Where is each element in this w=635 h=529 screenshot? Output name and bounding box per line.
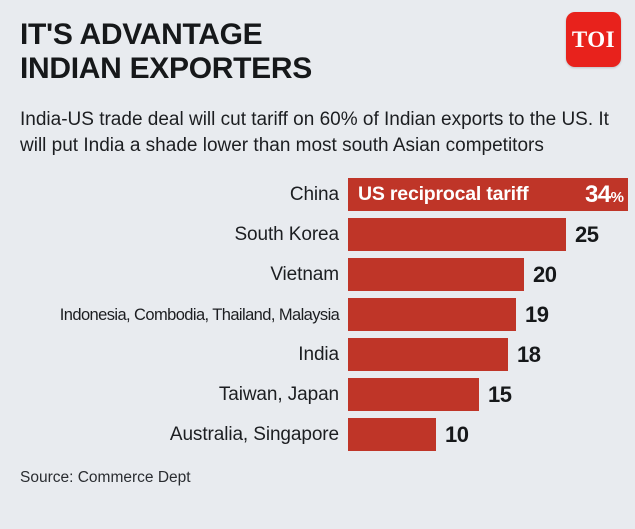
category-label: Vietnam bbox=[270, 263, 339, 285]
category-label: Taiwan, Japan bbox=[218, 383, 339, 405]
bar-value: 34% bbox=[585, 181, 624, 209]
bar bbox=[348, 418, 436, 451]
bar bbox=[348, 258, 524, 291]
chart-row: South Korea 25 bbox=[0, 218, 635, 251]
bar: US reciprocal tariff 34% bbox=[348, 178, 628, 211]
category-label: China bbox=[289, 183, 339, 205]
series-label: US reciprocal tariff bbox=[358, 183, 529, 205]
bar-area: 15 bbox=[348, 378, 635, 411]
bar-value-unit: % bbox=[610, 188, 624, 206]
chart-row: Australia, Singapore 10 bbox=[0, 418, 635, 451]
bar bbox=[348, 378, 479, 411]
bar-area: 20 bbox=[348, 258, 635, 291]
subtitle: India-US trade deal will cut tariff on 6… bbox=[20, 109, 609, 156]
chart-row: India 18 bbox=[0, 338, 635, 371]
bar bbox=[348, 218, 566, 251]
chart-row: Vietnam 20 bbox=[0, 258, 635, 291]
category-label: South Korea bbox=[234, 223, 339, 245]
category-label: Australia, Singapore bbox=[169, 423, 339, 445]
bar-area: US reciprocal tariff 34% bbox=[348, 178, 635, 211]
toi-logo-text: TOI bbox=[571, 27, 616, 52]
bar-value: 18 bbox=[517, 341, 541, 367]
bar-area: 10 bbox=[348, 418, 635, 451]
bar-value: 10 bbox=[445, 421, 469, 447]
bar-area: 19 bbox=[348, 298, 635, 331]
chart-row: Taiwan, Japan 15 bbox=[0, 378, 635, 411]
bar-area: 18 bbox=[348, 338, 635, 371]
category-label: Indonesia, Combodia, Thailand, Malaysia bbox=[59, 304, 340, 324]
page-title: IT'S ADVANTAGE INDIAN EXPORTERS bbox=[20, 18, 450, 86]
chart-row: Indonesia, Combodia, Thailand, Malaysia … bbox=[0, 298, 635, 331]
bar-value: 19 bbox=[525, 301, 549, 327]
page-title-line-1: IT'S ADVANTAGE bbox=[20, 18, 263, 51]
bar-value: 25 bbox=[575, 221, 599, 247]
toi-logo: TOI bbox=[566, 12, 621, 67]
category-label: India bbox=[298, 343, 339, 365]
bar-area: 25 bbox=[348, 218, 635, 251]
bar-value: 15 bbox=[488, 381, 512, 407]
bar-value: 20 bbox=[533, 261, 557, 287]
source-note: Source: Commerce Dept bbox=[20, 469, 191, 486]
bar bbox=[348, 338, 508, 371]
bar-chart: China US reciprocal tariff 34% South Kor… bbox=[0, 178, 635, 451]
header: IT'S ADVANTAGE INDIAN EXPORTERS TOI bbox=[0, 0, 635, 86]
bar bbox=[348, 298, 516, 331]
chart-row: China US reciprocal tariff 34% bbox=[0, 178, 635, 211]
page-title-line-2: INDIAN EXPORTERS bbox=[20, 52, 312, 85]
bar-value-number: 34 bbox=[584, 180, 611, 208]
